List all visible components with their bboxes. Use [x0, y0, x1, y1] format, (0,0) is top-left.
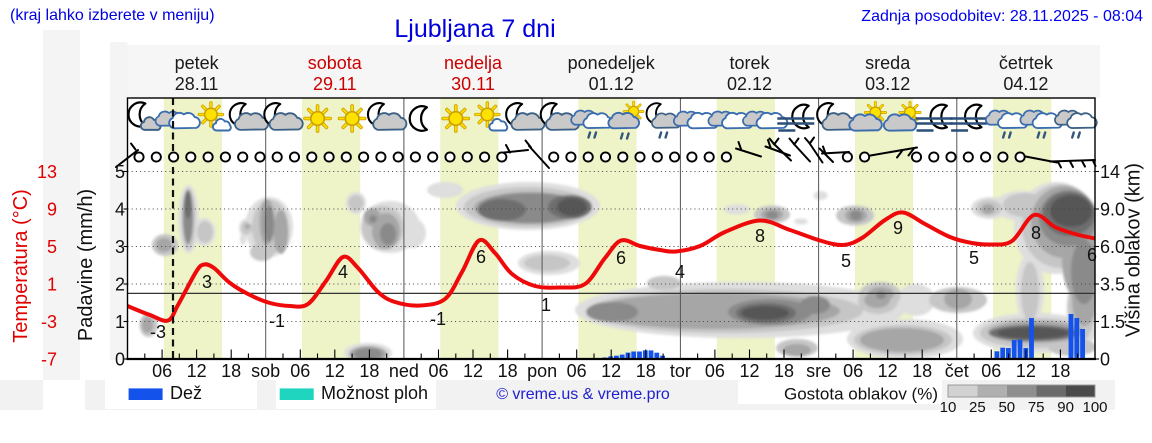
svg-text:6: 6: [616, 248, 626, 268]
svg-text:čet: čet: [945, 361, 969, 381]
svg-text:Temperatura (°C): Temperatura (°C): [10, 189, 32, 343]
svg-text:06: 06: [152, 361, 172, 381]
svg-text:12: 12: [878, 361, 898, 381]
svg-text:12: 12: [463, 361, 483, 381]
svg-text:90: 90: [1057, 399, 1074, 416]
svg-text:5: 5: [841, 251, 851, 271]
svg-text:sobota: sobota: [308, 53, 363, 73]
svg-text:nedelja: nedelja: [444, 53, 503, 73]
svg-text:-3: -3: [150, 322, 166, 342]
svg-text:1: 1: [115, 312, 125, 332]
svg-text:-7: -7: [41, 350, 57, 370]
svg-text:06: 06: [290, 361, 310, 381]
svg-text:06: 06: [981, 361, 1001, 381]
svg-text:0: 0: [1100, 350, 1110, 370]
svg-text:18: 18: [221, 361, 241, 381]
svg-text:pon: pon: [527, 361, 557, 381]
svg-text:12: 12: [739, 361, 759, 381]
svg-text:Višina oblakov (km): Višina oblakov (km): [1123, 163, 1145, 337]
svg-text:(kraj lahko izberete v meniju): (kraj lahko izberete v meniju): [10, 7, 215, 24]
svg-text:0: 0: [115, 350, 125, 370]
svg-text:4: 4: [115, 200, 125, 220]
svg-text:12: 12: [1016, 361, 1036, 381]
svg-text:06: 06: [428, 361, 448, 381]
svg-text:6.0: 6.0: [1100, 237, 1125, 257]
svg-text:9: 9: [47, 200, 57, 220]
svg-text:5: 5: [969, 248, 979, 268]
svg-text:3: 3: [202, 272, 212, 292]
svg-text:18: 18: [1050, 361, 1070, 381]
svg-text:50: 50: [998, 399, 1015, 416]
svg-text:5: 5: [47, 237, 57, 257]
svg-text:ned: ned: [389, 361, 419, 381]
svg-text:1.5: 1.5: [1100, 312, 1125, 332]
svg-text:1: 1: [47, 275, 57, 295]
svg-text:Gostota oblakov (%): Gostota oblakov (%): [784, 385, 938, 404]
svg-text:100: 100: [1082, 399, 1107, 416]
svg-text:18: 18: [912, 361, 932, 381]
svg-text:12: 12: [601, 361, 621, 381]
svg-text:01.12: 01.12: [589, 74, 634, 94]
svg-text:18: 18: [498, 361, 518, 381]
svg-text:© vreme.us & vreme.pro: © vreme.us & vreme.pro: [496, 386, 670, 403]
svg-text:04.12: 04.12: [1003, 74, 1048, 94]
svg-text:Možnost ploh: Možnost ploh: [321, 383, 428, 403]
svg-text:29.11: 29.11: [313, 74, 357, 94]
svg-text:sreda: sreda: [865, 53, 911, 73]
svg-text:03.12: 03.12: [865, 74, 910, 94]
svg-text:13: 13: [37, 162, 57, 182]
svg-text:četrtek: četrtek: [999, 53, 1054, 73]
svg-text:tor: tor: [670, 361, 691, 381]
svg-text:06: 06: [567, 361, 587, 381]
svg-text:18: 18: [774, 361, 794, 381]
svg-text:-3: -3: [41, 312, 57, 332]
svg-text:Ljubljana 7 dni: Ljubljana 7 dni: [394, 15, 555, 43]
svg-text:petek: petek: [175, 53, 220, 73]
svg-text:06: 06: [843, 361, 863, 381]
svg-text:5: 5: [115, 162, 125, 182]
svg-text:25: 25: [969, 399, 986, 416]
svg-text:9: 9: [893, 218, 903, 238]
svg-text:9.0: 9.0: [1100, 200, 1125, 220]
svg-text:3: 3: [115, 237, 125, 257]
svg-text:12: 12: [325, 361, 345, 381]
svg-text:Padavine (mm/h): Padavine (mm/h): [75, 189, 97, 341]
svg-text:ponedeljek: ponedeljek: [568, 53, 656, 73]
svg-text:12: 12: [187, 361, 207, 381]
svg-text:18: 18: [359, 361, 379, 381]
svg-text:10: 10: [940, 399, 957, 416]
svg-text:sre: sre: [806, 361, 831, 381]
svg-text:torek: torek: [729, 53, 770, 73]
svg-text:6: 6: [1087, 245, 1097, 265]
svg-text:75: 75: [1028, 399, 1045, 416]
svg-text:8: 8: [1031, 223, 1041, 243]
svg-text:3.5: 3.5: [1100, 275, 1125, 295]
svg-text:2: 2: [115, 275, 125, 295]
svg-text:06: 06: [705, 361, 725, 381]
svg-text:-1: -1: [430, 309, 446, 329]
svg-text:02.12: 02.12: [727, 74, 772, 94]
svg-text:14: 14: [1100, 162, 1120, 182]
svg-text:Zadnja posodobitev: 28.11.2025: Zadnja posodobitev: 28.11.2025 - 08:04: [861, 8, 1143, 25]
svg-text:1: 1: [541, 295, 551, 315]
svg-text:4: 4: [675, 262, 685, 282]
svg-text:30.11: 30.11: [451, 74, 495, 94]
svg-text:28.11: 28.11: [175, 74, 219, 94]
svg-text:-1: -1: [269, 311, 285, 331]
svg-text:4: 4: [338, 262, 348, 282]
svg-text:Dež: Dež: [170, 383, 202, 403]
svg-text:sob: sob: [251, 361, 280, 381]
svg-text:8: 8: [755, 226, 765, 246]
svg-text:6: 6: [476, 247, 486, 267]
svg-text:18: 18: [636, 361, 656, 381]
